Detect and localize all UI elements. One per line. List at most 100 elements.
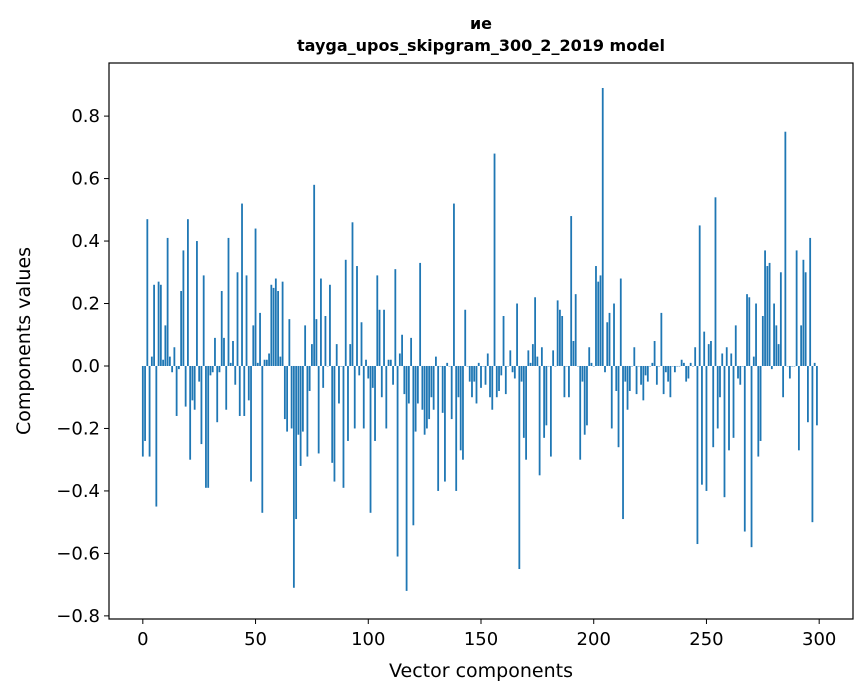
bar-197 xyxy=(586,365,588,426)
bar-214 xyxy=(624,365,627,382)
bar-260 xyxy=(728,365,730,451)
bar-158 xyxy=(498,365,500,391)
bar-204 xyxy=(601,87,604,366)
bar-221 xyxy=(640,365,642,385)
bar-3 xyxy=(148,365,151,457)
bar-191 xyxy=(572,341,575,366)
bar-223 xyxy=(644,365,647,376)
y-tick-label-3: −0.2 xyxy=(56,418,100,439)
bar-89 xyxy=(342,365,345,488)
bar-268 xyxy=(746,294,748,366)
bar-126 xyxy=(425,365,428,429)
bar-199 xyxy=(590,362,593,366)
bar-293 xyxy=(802,259,805,366)
bar-172 xyxy=(529,362,532,366)
bar-19 xyxy=(184,365,187,407)
bar-69 xyxy=(297,365,300,435)
bar-123 xyxy=(419,262,422,366)
bar-85 xyxy=(333,365,336,482)
bar-1 xyxy=(144,365,146,441)
bar-109 xyxy=(387,359,390,366)
bar-185 xyxy=(559,309,561,366)
bar-18 xyxy=(182,250,185,366)
bar-259 xyxy=(725,347,728,366)
bar-50 xyxy=(254,228,257,366)
bar-170 xyxy=(525,365,527,460)
bar-245 xyxy=(694,347,697,366)
bar-7 xyxy=(157,281,160,366)
bar-141 xyxy=(459,365,462,451)
bar-127 xyxy=(428,365,431,420)
bar-212 xyxy=(619,278,622,366)
bar-236 xyxy=(673,365,676,373)
bar-242 xyxy=(687,365,690,379)
bar-121 xyxy=(414,365,417,432)
bar-265 xyxy=(739,365,742,385)
bar-250 xyxy=(705,365,708,491)
bar-12 xyxy=(168,356,171,366)
bar-31 xyxy=(211,365,214,373)
bar-230 xyxy=(660,312,663,366)
x-tick-label-250: 250 xyxy=(689,629,723,650)
plot-area-frame xyxy=(108,62,854,620)
bar-290 xyxy=(795,250,798,366)
bar-211 xyxy=(617,365,620,448)
bar-284 xyxy=(782,365,785,398)
bar-102 xyxy=(371,365,374,388)
y-tick-label-5: 0.2 xyxy=(71,294,100,315)
bar-182 xyxy=(552,350,555,366)
bar-34 xyxy=(218,365,221,373)
bar-35 xyxy=(220,291,223,366)
bar-139 xyxy=(455,365,458,491)
bar-24 xyxy=(196,241,198,366)
bar-169 xyxy=(522,365,525,438)
bar-145 xyxy=(468,365,471,382)
bar-215 xyxy=(626,365,629,410)
bar-45 xyxy=(243,365,246,416)
bar-21 xyxy=(189,365,192,460)
bar-111 xyxy=(392,365,394,385)
bar-77 xyxy=(315,319,318,366)
bar-280 xyxy=(773,303,775,366)
bar-207 xyxy=(608,312,611,366)
bar-133 xyxy=(441,365,444,413)
y-tick-label-0: −0.8 xyxy=(56,606,100,627)
bar-56 xyxy=(268,353,270,366)
y-tick-label-7: 0.6 xyxy=(71,169,100,190)
bar-100 xyxy=(367,365,370,379)
bar-203 xyxy=(599,275,602,366)
bar-252 xyxy=(710,341,712,366)
x-tick-label-100: 100 xyxy=(351,629,385,650)
bar-227 xyxy=(653,341,656,366)
bar-27 xyxy=(202,275,205,366)
bar-47 xyxy=(247,365,250,401)
bar-125 xyxy=(423,365,426,435)
bar-119 xyxy=(410,337,413,366)
bar-130 xyxy=(435,356,437,366)
bar-149 xyxy=(477,362,480,366)
bar-10 xyxy=(164,325,167,366)
bar-96 xyxy=(358,365,361,376)
bar-248 xyxy=(701,365,703,485)
bar-186 xyxy=(561,316,564,366)
bar-233 xyxy=(667,365,670,382)
bar-28 xyxy=(205,365,207,488)
bar-256 xyxy=(719,365,721,398)
bar-279 xyxy=(770,365,773,370)
bar-168 xyxy=(520,365,523,382)
bar-2 xyxy=(146,219,149,366)
bar-117 xyxy=(405,365,408,591)
bar-246 xyxy=(696,365,699,545)
bar-16 xyxy=(177,365,180,370)
bar-106 xyxy=(380,365,383,398)
bar-104 xyxy=(376,275,379,366)
bar-295 xyxy=(807,365,809,423)
bar-196 xyxy=(583,365,586,435)
bar-159 xyxy=(500,365,503,376)
bar-294 xyxy=(804,272,807,366)
bar-174 xyxy=(534,297,537,366)
bar-79 xyxy=(320,278,322,366)
bar-239 xyxy=(680,359,683,366)
bar-234 xyxy=(669,365,672,398)
